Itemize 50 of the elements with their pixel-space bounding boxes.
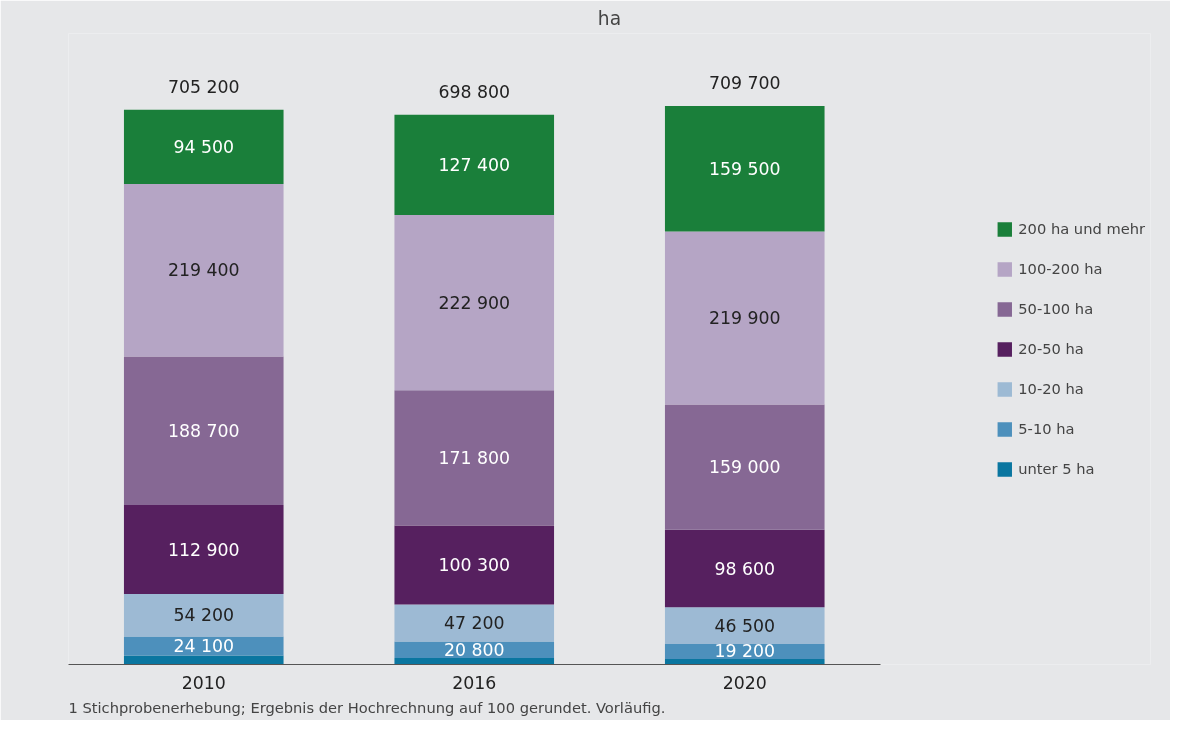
data-label: 19 200 [714, 641, 776, 662]
data-label: 46 500 [714, 615, 776, 636]
bar [664, 658, 825, 665]
data-label: 127 400 [438, 154, 511, 175]
bar [123, 183, 284, 357]
data-label: 222 900 [438, 292, 511, 313]
total-label: 709 700 [708, 73, 781, 94]
bar [394, 390, 555, 526]
bar [394, 525, 555, 605]
chart-title: ha [597, 7, 622, 29]
data-label: 47 200 [443, 612, 505, 633]
text: 1 Stichprobenerhebung; Ergebnis der Hochrechnung auf 100 gerundet. Vorläufig. [68, 698, 666, 716]
total-label: 705 200 [167, 77, 240, 98]
data-label: 159 500 [708, 158, 781, 179]
data-label: 171 800 [438, 447, 511, 468]
data-label: 24 100 [173, 636, 235, 657]
data-label: 188 700 [167, 420, 240, 441]
legend-label: 50-100 ha [1018, 300, 1094, 317]
data-label: 20 800 [443, 639, 505, 660]
bar [664, 231, 825, 405]
legend-label: 10-20 ha [1018, 380, 1084, 397]
bar [394, 604, 555, 642]
total-label: 698 800 [438, 82, 511, 103]
bar [123, 505, 284, 594]
x-tick-label: 2010 [181, 672, 226, 693]
data-label: 112 900 [167, 539, 240, 560]
bar [123, 356, 284, 506]
bar [664, 106, 825, 232]
data-label: 100 300 [438, 554, 511, 575]
bar [664, 404, 825, 530]
legend-label: 200 ha und mehr [1018, 220, 1145, 237]
legend-label: 100-200 ha [1018, 260, 1103, 277]
data-label: 219 400 [167, 260, 240, 281]
data-label: 54 200 [173, 605, 235, 626]
bar [394, 214, 555, 391]
bar [394, 657, 555, 665]
data-label: 94 500 [173, 136, 235, 157]
bar [123, 593, 284, 637]
legend-label: 5-10 ha [1018, 420, 1075, 437]
data-label: 98 600 [714, 558, 776, 579]
legend-label: 20-50 ha [1018, 340, 1084, 357]
data-label: 159 000 [708, 457, 781, 478]
data-label: 219 900 [708, 308, 781, 329]
legend-label: unter 5 ha [1018, 460, 1095, 477]
bar [394, 114, 555, 215]
x-tick-label: 2016 [452, 672, 497, 693]
x-tick-label: 2020 [722, 672, 767, 693]
bar [664, 529, 825, 608]
bar [664, 607, 825, 644]
bar [123, 109, 284, 184]
